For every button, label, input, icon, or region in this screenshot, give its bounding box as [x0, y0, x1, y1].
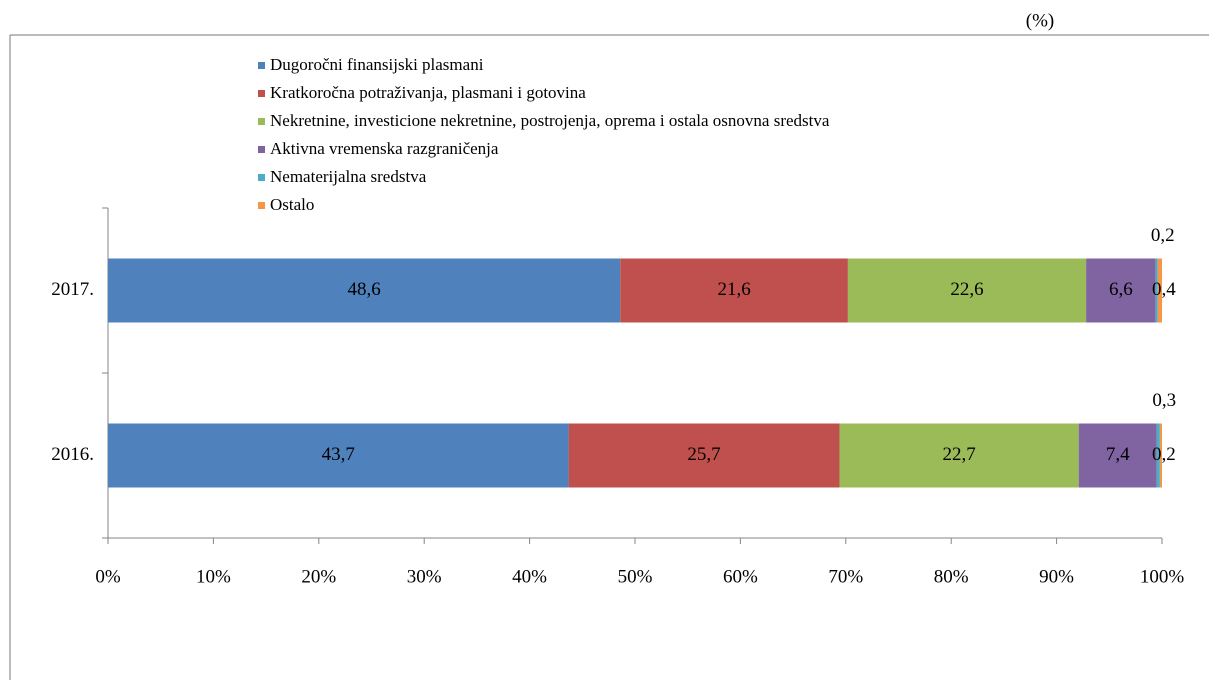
data-label: 43,7	[322, 444, 355, 465]
x-tick-label: 40%	[512, 566, 547, 587]
x-tick-label: 70%	[828, 566, 863, 587]
legend-label: Dugoročni finansijski plasmani	[270, 55, 484, 74]
bar-segment	[1086, 258, 1156, 323]
data-label: 48,6	[347, 279, 380, 300]
legend-label: Nematerijalna sredstva	[270, 167, 427, 186]
x-tick-label: 80%	[934, 566, 969, 587]
data-label: 0,2	[1152, 444, 1176, 465]
x-tick-label: 10%	[196, 566, 231, 587]
bar-segment	[1157, 258, 1162, 323]
data-label: 6,6	[1109, 279, 1133, 300]
x-tick-label: 60%	[723, 566, 758, 587]
bar-segment	[108, 258, 621, 323]
legend-swatch	[258, 90, 265, 97]
bar-segment	[108, 423, 569, 488]
legend-label: Nekretnine, investicione nekretnine, pos…	[270, 111, 830, 130]
legend-swatch	[258, 62, 265, 69]
data-label: 0,2	[1151, 225, 1175, 246]
x-tick-label: 30%	[407, 566, 442, 587]
legend-label: Aktivna vremenska razgraničenja	[270, 139, 499, 158]
data-label: 22,6	[950, 279, 983, 300]
legend-swatch	[258, 118, 265, 125]
y-tick-label: 2016.	[51, 444, 94, 465]
bar-segment	[620, 258, 848, 323]
x-tick-label: 20%	[301, 566, 336, 587]
data-label: 25,7	[687, 444, 720, 465]
data-label: 21,6	[717, 279, 750, 300]
data-label: 22,7	[942, 444, 975, 465]
legend-swatch	[258, 202, 265, 209]
legend-swatch	[258, 174, 265, 181]
legend-label: Ostalo	[270, 195, 314, 214]
bar-segment	[1159, 423, 1162, 488]
bar-segment	[839, 423, 1079, 488]
x-tick-label: 100%	[1140, 566, 1185, 587]
bar-segment	[568, 423, 840, 488]
x-tick-label: 50%	[618, 566, 653, 587]
bar-segment	[1155, 258, 1158, 323]
unit-note: (%)	[1026, 10, 1054, 31]
data-label: 0,4	[1152, 279, 1176, 300]
data-label: 0,3	[1152, 390, 1176, 411]
x-tick-label: 0%	[95, 566, 121, 587]
y-tick-label: 2017.	[51, 279, 94, 300]
bar-segment	[847, 258, 1087, 323]
bar-segment	[1078, 423, 1157, 488]
bar-segment	[1156, 423, 1160, 488]
legend-label: Kratkoročna potraživanja, plasmani i got…	[270, 83, 586, 102]
data-label: 7,4	[1106, 444, 1130, 465]
x-tick-label: 90%	[1039, 566, 1074, 587]
legend-swatch	[258, 146, 265, 153]
